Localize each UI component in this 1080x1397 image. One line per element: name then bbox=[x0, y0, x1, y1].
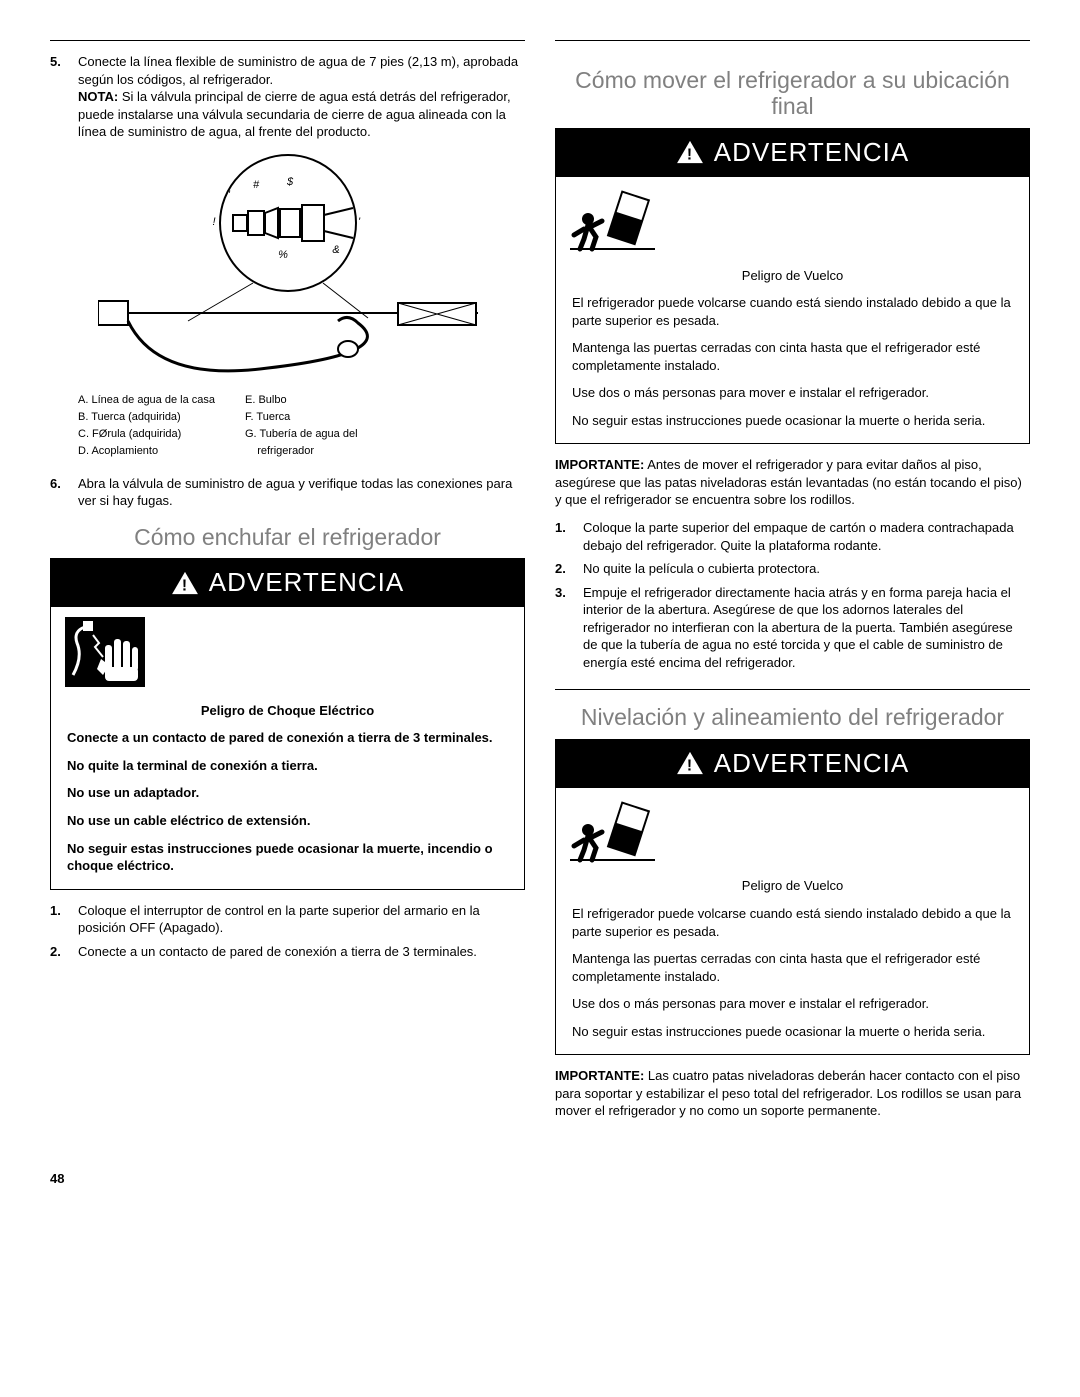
legend-item: C. FØrula (adquirida) bbox=[78, 427, 215, 442]
warning-icon-row bbox=[51, 607, 524, 698]
tip-over-hazard-icon bbox=[570, 798, 655, 863]
svg-text:$: $ bbox=[285, 176, 293, 188]
importante-label: IMPORTANTE: bbox=[555, 1068, 644, 1083]
instruction-list-2: 1. Coloque el interruptor de control en … bbox=[50, 902, 525, 961]
nota-label: NOTA: bbox=[78, 89, 118, 104]
section-title-move: Cómo mover el refrigerador a su ubicació… bbox=[555, 67, 1030, 120]
divider bbox=[555, 689, 1030, 690]
legend-item: B. Tuerca (adquirida) bbox=[78, 410, 215, 425]
warning-triangle-icon: ! bbox=[676, 140, 704, 164]
warning-line: Conecte a un contacto de pared de conexi… bbox=[67, 729, 508, 747]
importante-note-1: IMPORTANTE: Antes de mover el refrigerad… bbox=[555, 456, 1030, 509]
nota-text: Si la válvula principal de cierre de agu… bbox=[78, 89, 511, 139]
warning-label: ADVERTENCIA bbox=[209, 565, 404, 600]
section-title-plug: Cómo enchufar el refrigerador bbox=[50, 524, 525, 550]
list-item: 2. Conecte a un contacto de pared de con… bbox=[50, 943, 525, 961]
warning-box-shock: ! ADVERTENCIA bbox=[50, 558, 525, 889]
right-column: Cómo mover el refrigerador a su ubicació… bbox=[555, 40, 1030, 1130]
item-text: Conecte la línea flexible de suministro … bbox=[78, 53, 525, 141]
item-text: Coloque la parte superior del empaque de… bbox=[583, 519, 1030, 554]
svg-text:!: ! bbox=[182, 577, 188, 594]
item-text: Abra la válvula de suministro de agua y … bbox=[78, 475, 525, 510]
diagram-legend: A. Línea de agua de la casa B. Tuerca (a… bbox=[78, 393, 525, 460]
list-item: 6. Abra la válvula de suministro de agua… bbox=[50, 475, 525, 510]
warning-line: Use dos o más personas para mover e inst… bbox=[572, 995, 1013, 1013]
legend-item: refrigerador bbox=[245, 444, 358, 459]
warning-line: No seguir estas instrucciones puede ocas… bbox=[67, 840, 508, 875]
warning-line: No seguir estas instrucciones puede ocas… bbox=[572, 412, 1013, 430]
warning-title: Peligro de Vuelco bbox=[572, 267, 1013, 285]
warning-box-tip-2: ! ADVERTENCIA Peligro bbox=[555, 739, 1030, 1055]
item-text: No quite la película o cubierta protecto… bbox=[583, 560, 1030, 578]
item-number: 5. bbox=[50, 53, 78, 141]
warning-icon-row bbox=[556, 788, 1029, 874]
warning-triangle-icon: ! bbox=[676, 751, 704, 775]
shock-hazard-icon bbox=[65, 617, 145, 687]
warning-header: ! ADVERTENCIA bbox=[51, 559, 524, 607]
warning-line: No use un adaptador. bbox=[67, 784, 508, 802]
legend-col-a: A. Línea de agua de la casa B. Tuerca (a… bbox=[78, 393, 215, 460]
instruction-list-1: 5. Conecte la línea flexible de suminist… bbox=[50, 53, 525, 141]
svg-text:!: ! bbox=[687, 758, 693, 775]
legend-col-b: E. Bulbo F. Tuerca G. Tubería de agua de… bbox=[245, 393, 358, 460]
list-item: 5. Conecte la línea flexible de suminist… bbox=[50, 53, 525, 141]
warning-line: El refrigerador puede volcarse cuando es… bbox=[572, 294, 1013, 329]
list-item: 3. Empuje el refrigerador directamente h… bbox=[555, 584, 1030, 672]
importante-note-2: IMPORTANTE: Las cuatro patas niveladoras… bbox=[555, 1067, 1030, 1120]
list-item: 1. Coloque el interruptor de control en … bbox=[50, 902, 525, 937]
list-item: 1. Coloque la parte superior del empaque… bbox=[555, 519, 1030, 554]
warning-header: ! ADVERTENCIA bbox=[556, 129, 1029, 177]
legend-item: D. Acoplamiento bbox=[78, 444, 215, 459]
list-item: 2. No quite la película o cubierta prote… bbox=[555, 560, 1030, 578]
item-text: Conecte a un contacto de pared de conexi… bbox=[78, 943, 525, 961]
item-number: 2. bbox=[555, 560, 583, 578]
warning-label: ADVERTENCIA bbox=[714, 746, 909, 781]
warning-line: No seguir estas instrucciones puede ocas… bbox=[572, 1023, 1013, 1041]
item-number: 6. bbox=[50, 475, 78, 510]
instruction-list-1b: 6. Abra la válvula de suministro de agua… bbox=[50, 475, 525, 510]
warning-triangle-icon: ! bbox=[171, 571, 199, 595]
warning-line: Mantenga las puertas cerradas con cinta … bbox=[572, 950, 1013, 985]
water-line-diagram: " # $ % & ! ' bbox=[98, 153, 478, 383]
warning-title: Peligro de Choque Eléctrico bbox=[67, 702, 508, 720]
warning-line: Use dos o más personas para mover e inst… bbox=[572, 384, 1013, 402]
svg-text:&: & bbox=[332, 244, 339, 256]
item-number: 1. bbox=[555, 519, 583, 554]
item-text: Coloque el interruptor de control en la … bbox=[78, 902, 525, 937]
legend-item: E. Bulbo bbox=[245, 393, 358, 408]
legend-item: G. Tubería de agua del bbox=[245, 427, 358, 442]
warning-line: El refrigerador puede volcarse cuando es… bbox=[572, 905, 1013, 940]
svg-text:!: ! bbox=[212, 216, 215, 228]
importante-label: IMPORTANTE: bbox=[555, 457, 644, 472]
svg-text:#: # bbox=[252, 179, 259, 191]
warning-box-tip-1: ! ADVERTENCIA bbox=[555, 128, 1030, 444]
warning-line: No use un cable eléctrico de extensión. bbox=[67, 812, 508, 830]
legend-item: F. Tuerca bbox=[245, 410, 358, 425]
left-column: 5. Conecte la línea flexible de suminist… bbox=[50, 40, 525, 1130]
warning-body: Peligro de Vuelco El refrigerador puede … bbox=[556, 873, 1029, 1054]
svg-text:%: % bbox=[278, 249, 288, 261]
legend-item: A. Línea de agua de la casa bbox=[78, 393, 215, 408]
warning-line: Mantenga las puertas cerradas con cinta … bbox=[572, 339, 1013, 374]
tip-over-hazard-icon bbox=[570, 187, 655, 252]
item-number: 2. bbox=[50, 943, 78, 961]
instruction-list-3: 1. Coloque la parte superior del empaque… bbox=[555, 519, 1030, 671]
section-title-level: Nivelación y alineamiento del refrigerad… bbox=[555, 704, 1030, 730]
warning-header: ! ADVERTENCIA bbox=[556, 740, 1029, 788]
item-number: 1. bbox=[50, 902, 78, 937]
connection-diagram: " # $ % & ! ' bbox=[50, 153, 525, 388]
svg-text:': ' bbox=[357, 216, 360, 228]
warning-line: No quite la terminal de conexión a tierr… bbox=[67, 757, 508, 775]
warning-body: Peligro de Vuelco El refrigerador puede … bbox=[556, 263, 1029, 444]
warning-label: ADVERTENCIA bbox=[714, 135, 909, 170]
warning-icon-row bbox=[556, 177, 1029, 263]
item-number: 3. bbox=[555, 584, 583, 672]
warning-body: Peligro de Choque Eléctrico Conecte a un… bbox=[51, 698, 524, 889]
warning-title: Peligro de Vuelco bbox=[572, 877, 1013, 895]
item-text: Empuje el refrigerador directamente haci… bbox=[583, 584, 1030, 672]
svg-text:!: ! bbox=[687, 147, 693, 164]
page-number: 48 bbox=[50, 1170, 1030, 1188]
